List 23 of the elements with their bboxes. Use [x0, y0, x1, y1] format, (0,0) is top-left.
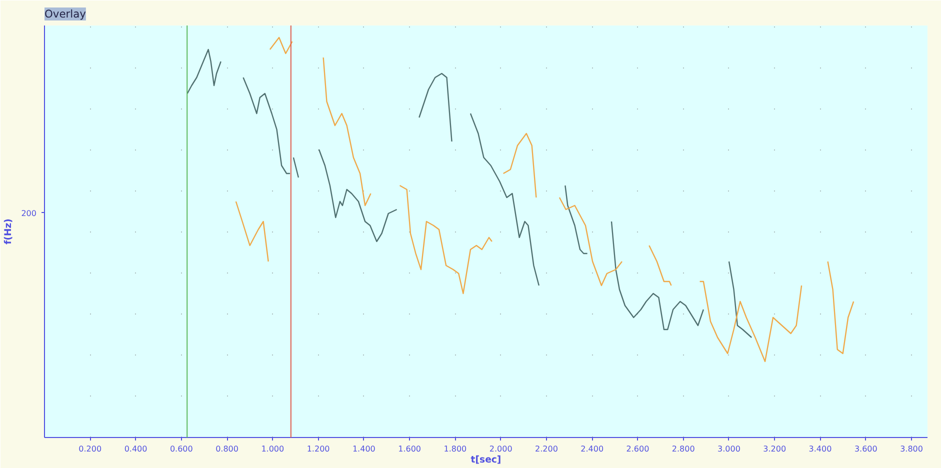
x-tick-label: 3.800: [900, 444, 923, 454]
x-tick-label: 0.600: [170, 444, 193, 454]
x-axis-title: t[sec]: [470, 454, 502, 466]
x-tick-label: 1.000: [261, 444, 284, 454]
x-tick-label: 3.600: [854, 444, 878, 454]
x-tick-label: 1.600: [398, 444, 422, 454]
x-tick-label: 2.600: [626, 444, 650, 454]
x-tick-label: 3.200: [763, 444, 786, 454]
y-axis-title: f(Hz): [3, 218, 14, 244]
x-tick-label: 2.800: [672, 444, 695, 454]
x-tick-label: 3.400: [808, 444, 832, 454]
x-tick-label: 0.400: [124, 444, 148, 454]
x-tick-label: 1.400: [352, 444, 376, 454]
x-tick-label: 3.000: [718, 444, 740, 454]
x-tick-label: 1.800: [444, 444, 467, 454]
x-tick-label: 0.200: [78, 444, 102, 454]
x-tick-label: 1.200: [306, 444, 330, 454]
x-tick-label: 2.000: [489, 444, 512, 454]
x-tick-label: 2.400: [580, 444, 604, 454]
x-tick-label: 0.800: [216, 444, 238, 454]
x-tick-label: 2.200: [535, 444, 558, 454]
chart-title: Overlay: [44, 8, 86, 20]
text: 200: [21, 208, 37, 218]
